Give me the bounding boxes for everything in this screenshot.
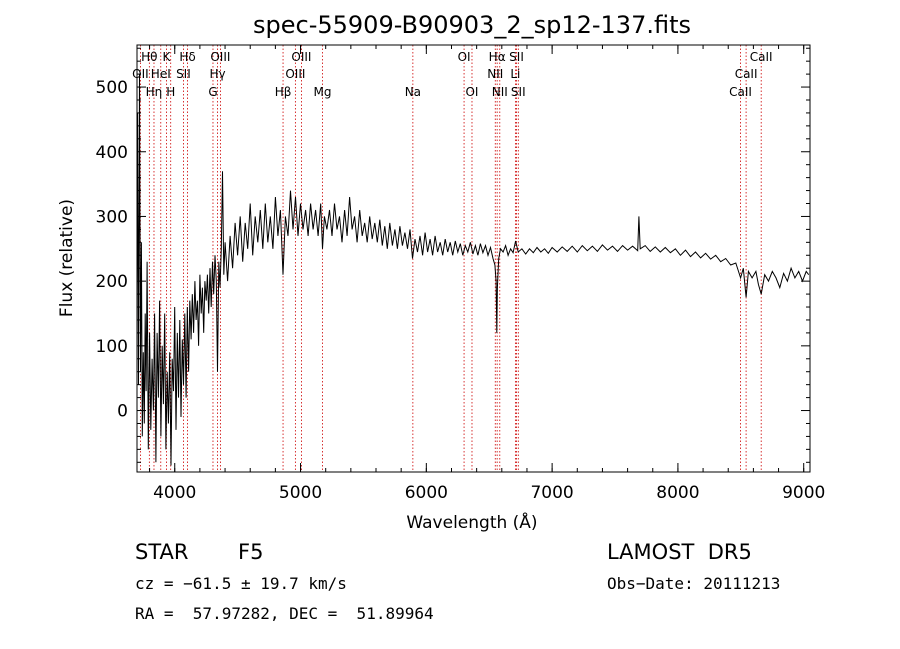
line-label-21: Mg xyxy=(314,85,332,99)
object-subclass: F5 xyxy=(238,540,264,564)
line-label-20: Hβ xyxy=(275,85,292,99)
object-class: STAR xyxy=(135,540,189,564)
survey-name: LAMOST DR5 xyxy=(607,540,752,564)
x-axis-label: Wavelength (Å) xyxy=(406,511,537,533)
line-label-6: Hα xyxy=(489,50,506,64)
line-label-17: Hη xyxy=(146,85,163,99)
line-label-22: Na xyxy=(405,85,421,99)
x-tick-label-4: 8000 xyxy=(656,483,699,503)
line-label-12: Hγ xyxy=(209,67,225,81)
line-label-13: OIII xyxy=(285,67,305,81)
coordinates: RA = 57.97282, DEC = 51.89964 xyxy=(135,604,434,623)
line-label-5: OI xyxy=(458,50,471,64)
line-label-9: OII xyxy=(132,67,149,81)
y-tick-label-1: 100 xyxy=(96,337,128,357)
line-label-11: SII xyxy=(176,67,191,81)
x-axis-ticks: 4000 5000 6000 7000 8000 9000 xyxy=(149,45,825,503)
line-label-24: NII xyxy=(492,85,508,99)
line-label-1: K xyxy=(162,50,171,64)
line-label-3: OIII xyxy=(210,50,230,64)
line-label-23: OI xyxy=(465,85,478,99)
y-tick-label-2: 200 xyxy=(96,272,128,292)
line-label-25: SII xyxy=(511,85,526,99)
line-label-19: G xyxy=(208,85,217,99)
line-label-18: H xyxy=(166,85,175,99)
spectrum-line xyxy=(136,74,810,466)
x-tick-label-2: 6000 xyxy=(405,483,448,503)
plot-frame xyxy=(136,44,811,473)
line-label-4: OIII xyxy=(291,50,311,64)
line-label-7: SII xyxy=(509,50,524,64)
y-tick-label-3: 300 xyxy=(96,207,128,227)
line-label-10: HeI xyxy=(151,67,171,81)
observation-date: Obs−Date: 20111213 xyxy=(607,574,781,593)
redshift-velocity: cz = −61.5 ± 19.7 km/s xyxy=(135,574,347,593)
y-tick-label-4: 400 xyxy=(96,143,128,163)
y-tick-label-0: 0 xyxy=(117,402,128,422)
line-label-16: CaII xyxy=(735,67,758,81)
y-axis-label: Flux (relative) xyxy=(57,199,77,317)
y-axis-ticks: 0 100 200 300 400 500 xyxy=(96,47,810,463)
x-tick-label-3: 7000 xyxy=(530,483,573,503)
spectral-line-markers xyxy=(139,45,762,472)
x-tick-label-0: 4000 xyxy=(153,483,196,503)
chart-title: spec-55909-B90903_2_sp12-137.fits xyxy=(253,11,691,39)
x-tick-label-5: 9000 xyxy=(782,483,825,503)
line-label-26: CaII xyxy=(729,85,752,99)
x-tick-label-1: 5000 xyxy=(279,483,322,503)
line-label-2: Hδ xyxy=(179,50,195,64)
y-tick-label-5: 500 xyxy=(96,78,128,98)
line-label-14: NII xyxy=(487,67,503,81)
line-label-0: Hθ xyxy=(141,50,157,64)
line-label-8: CaII xyxy=(750,50,773,64)
line-label-15: Li xyxy=(510,67,520,81)
